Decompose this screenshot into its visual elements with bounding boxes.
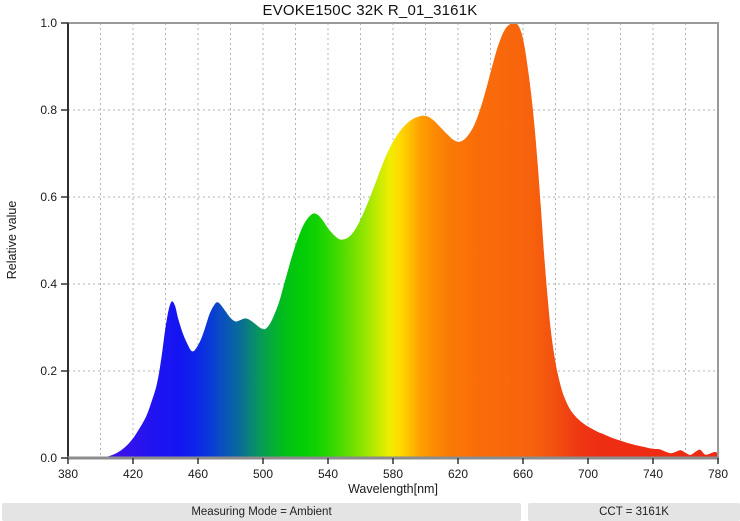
x-tick-label: 700 <box>578 467 598 481</box>
measuring-mode-badge: Measuring Mode = Ambient <box>2 503 521 521</box>
axis-ticks-and-labels: 380 420 460 500 540 580 620 660 700 740 780 0.0 0.2 0… <box>40 16 728 481</box>
x-tick-label: 540 <box>318 467 338 481</box>
x-axis-title: Wavelength[nm] <box>348 482 438 496</box>
x-tick-label: 580 <box>383 467 403 481</box>
x-tick-label: 780 <box>708 467 728 481</box>
measuring-mode-label: Measuring Mode = Ambient <box>191 506 332 518</box>
cct-label: CCT = 3161K <box>599 506 669 518</box>
spectrum-fill <box>100 22 718 459</box>
spectrum-area <box>100 22 718 459</box>
spectrum-chart: 380 420 460 500 540 580 620 660 700 740 780 0.0 0.2 0… <box>5 16 728 496</box>
x-tick-label: 460 <box>188 467 208 481</box>
y-tick-label: 0.4 <box>40 277 57 291</box>
cct-badge: CCT = 3161K <box>528 503 740 521</box>
y-tick-label: 1.0 <box>40 16 57 30</box>
x-tick-label: 740 <box>643 467 663 481</box>
page-title: EVOKE150C 32K R_01_3161K <box>262 2 478 19</box>
y-tick-label: 0.8 <box>40 103 57 117</box>
x-tick-label: 500 <box>253 467 273 481</box>
y-tick-label: 0.0 <box>40 451 57 465</box>
y-tick-label: 0.6 <box>40 190 57 204</box>
x-tick-label: 660 <box>513 467 533 481</box>
y-axis-title: Relative value <box>5 201 19 280</box>
y-tick-label: 0.2 <box>40 364 57 378</box>
x-tick-label: 380 <box>58 467 78 481</box>
x-tick-label: 420 <box>123 467 143 481</box>
x-tick-label: 620 <box>448 467 468 481</box>
